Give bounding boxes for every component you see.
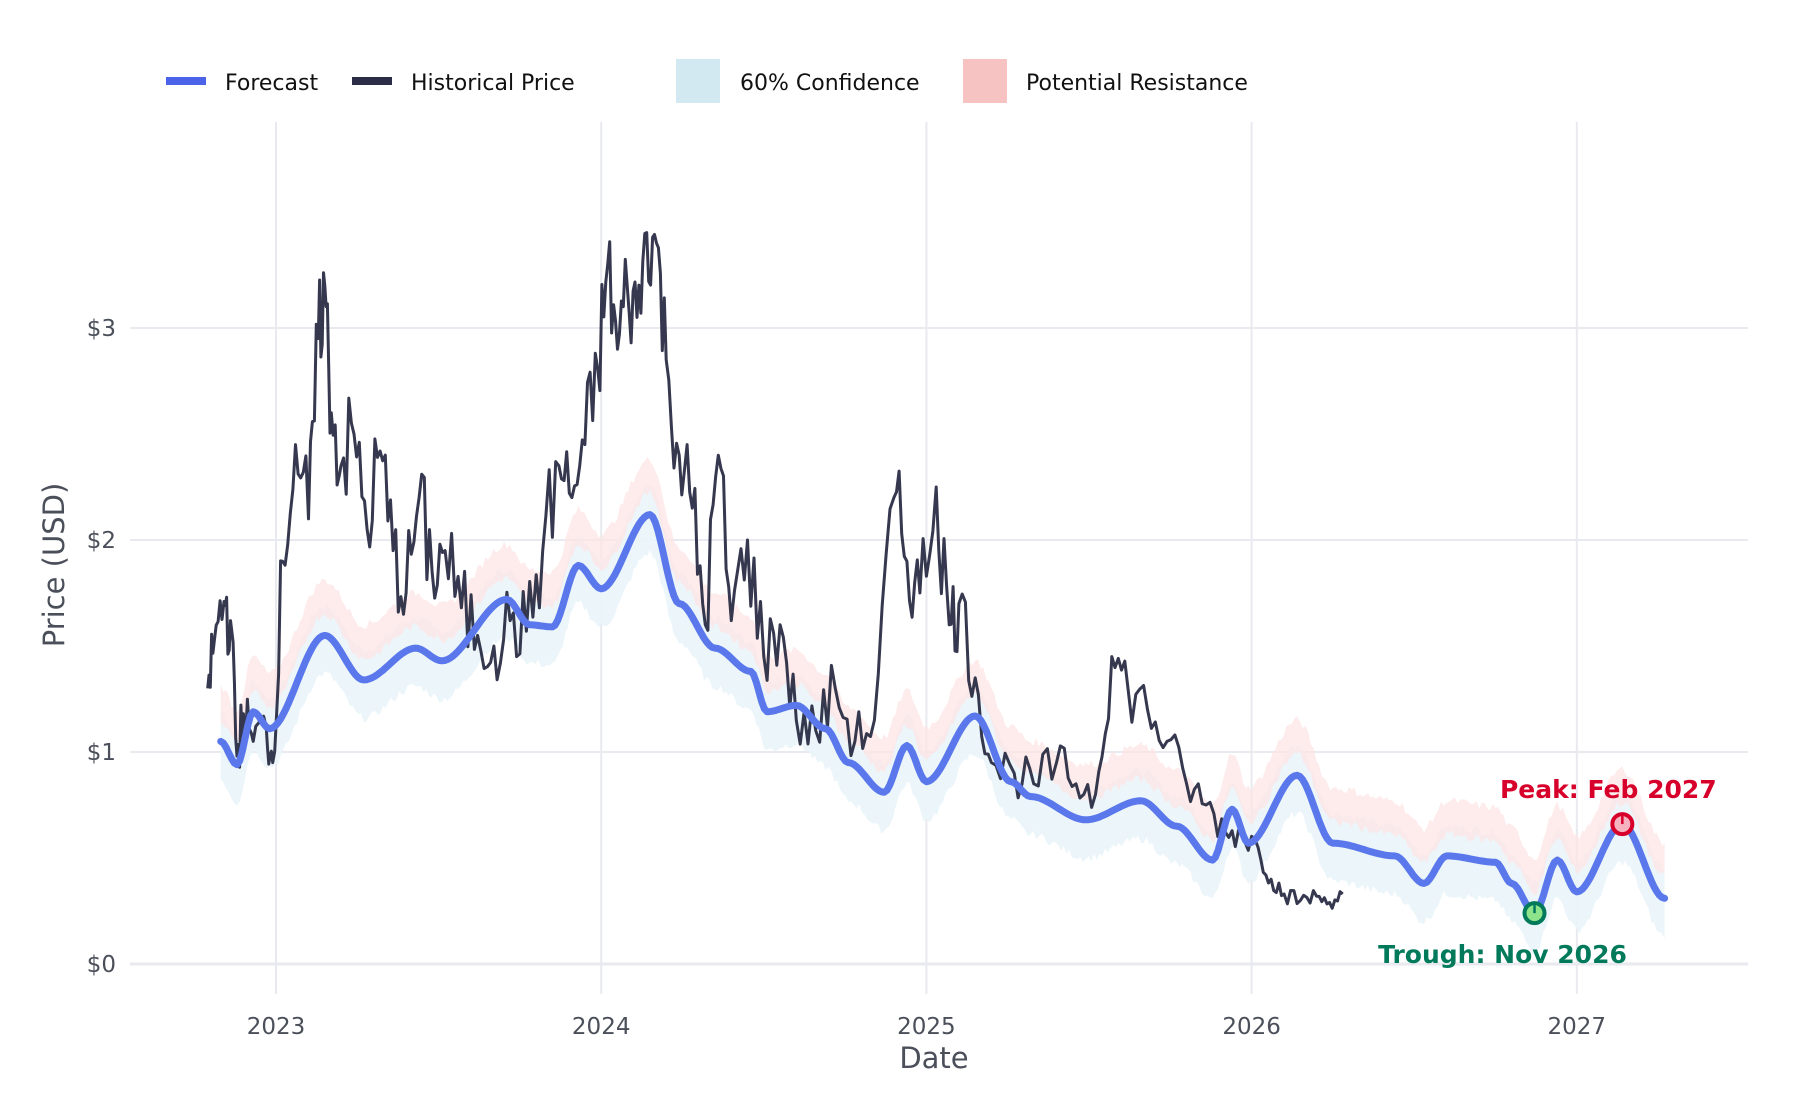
y-tick-label: $1 bbox=[87, 740, 116, 766]
legend-label-resistance[interactable]: Potential Resistance bbox=[1026, 71, 1248, 96]
y-axis-ticks: $0 $1 $2 $3 bbox=[87, 316, 116, 978]
x-axis-title: Date bbox=[899, 1041, 968, 1075]
legend-swatch-historical bbox=[352, 77, 392, 85]
x-tick-label: 2027 bbox=[1548, 1014, 1607, 1040]
y-tick-label: $2 bbox=[87, 528, 116, 554]
y-tick-label: $0 bbox=[87, 952, 116, 978]
legend-swatch-confidence bbox=[676, 59, 720, 103]
y-axis-title: Price (USD) bbox=[37, 483, 71, 648]
y-tick-label: $3 bbox=[87, 316, 116, 342]
series-lines bbox=[206, 231, 1669, 917]
annotation-markers bbox=[1522, 812, 1635, 926]
x-axis-ticks: 2023 2024 2025 2026 2027 bbox=[247, 1014, 1606, 1040]
bands bbox=[220, 456, 1665, 955]
x-tick-label: 2025 bbox=[897, 1014, 956, 1040]
historical-price-line bbox=[206, 231, 1344, 910]
annotation-peak-label: Peak: Feb 2027 bbox=[1500, 775, 1717, 804]
legend-swatch-resistance bbox=[963, 59, 1007, 103]
confidence-band bbox=[220, 485, 1665, 955]
forecast-line bbox=[217, 511, 1669, 917]
x-tick-label: 2023 bbox=[247, 1014, 306, 1040]
x-tick-label: 2024 bbox=[572, 1014, 631, 1040]
legend: Forecast Historical Price 60% Confidence… bbox=[166, 59, 1248, 103]
x-tick-label: 2026 bbox=[1222, 1014, 1281, 1040]
resistance-band bbox=[220, 456, 1665, 896]
legend-swatch-forecast bbox=[166, 77, 206, 85]
annotation-trough-label: Trough: Nov 2026 bbox=[1378, 940, 1627, 969]
legend-label-historical[interactable]: Historical Price bbox=[411, 71, 575, 96]
legend-label-forecast[interactable]: Forecast bbox=[225, 71, 318, 96]
legend-label-confidence[interactable]: 60% Confidence bbox=[740, 71, 920, 96]
